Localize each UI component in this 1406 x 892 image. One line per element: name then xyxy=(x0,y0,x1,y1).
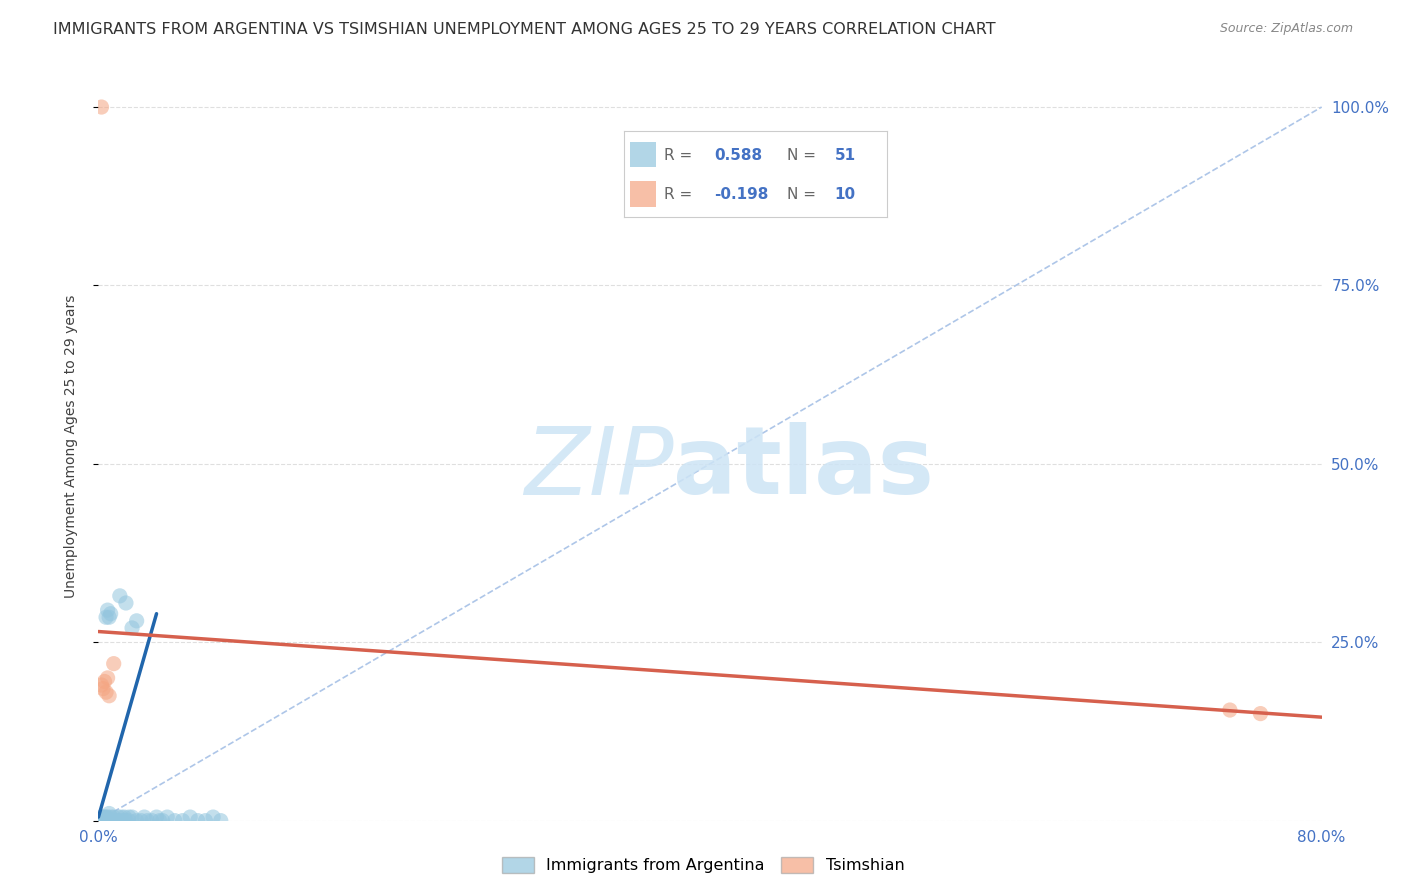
Point xyxy=(97,814,120,828)
Point xyxy=(129,814,152,828)
Point xyxy=(101,814,124,828)
Point xyxy=(125,814,148,828)
Point xyxy=(90,678,112,692)
Point xyxy=(93,810,115,824)
Point xyxy=(149,814,172,828)
Point xyxy=(1249,706,1271,721)
Point xyxy=(98,806,121,821)
Point xyxy=(93,674,115,689)
Point xyxy=(93,814,115,828)
Point xyxy=(121,621,143,635)
Point xyxy=(1219,703,1241,717)
Point xyxy=(121,810,143,824)
Point xyxy=(103,810,125,824)
Point xyxy=(100,607,122,621)
Point xyxy=(97,810,120,824)
Point xyxy=(107,810,129,824)
Point xyxy=(136,814,159,828)
Point xyxy=(105,814,128,828)
Point xyxy=(98,689,121,703)
Point xyxy=(94,685,117,699)
Point xyxy=(98,610,121,624)
Point xyxy=(90,810,112,824)
Point xyxy=(141,814,163,828)
Point xyxy=(172,814,194,828)
Point xyxy=(118,814,141,828)
Point xyxy=(115,814,138,828)
Point xyxy=(100,810,122,824)
Point xyxy=(97,603,120,617)
Point xyxy=(156,810,179,824)
Point xyxy=(194,814,217,828)
Point xyxy=(134,810,156,824)
Point xyxy=(103,814,125,828)
Point xyxy=(91,681,114,696)
Point xyxy=(209,814,232,828)
Point xyxy=(112,810,135,824)
Y-axis label: Unemployment Among Ages 25 to 29 years: Unemployment Among Ages 25 to 29 years xyxy=(63,294,77,598)
Point xyxy=(90,814,112,828)
Point xyxy=(179,810,201,824)
Text: Source: ZipAtlas.com: Source: ZipAtlas.com xyxy=(1219,22,1353,36)
Point xyxy=(97,671,120,685)
Point xyxy=(163,814,186,828)
Point xyxy=(202,810,225,824)
Point xyxy=(98,814,121,828)
Point xyxy=(91,814,114,828)
Text: atlas: atlas xyxy=(673,423,935,515)
Point xyxy=(91,810,114,824)
Point xyxy=(111,814,134,828)
Point xyxy=(115,596,138,610)
Point xyxy=(108,814,131,828)
Point xyxy=(90,100,112,114)
Point xyxy=(103,657,125,671)
Point xyxy=(118,810,141,824)
Point xyxy=(94,810,117,824)
Point xyxy=(94,814,117,828)
Text: ZIP: ZIP xyxy=(523,423,673,514)
Text: IMMIGRANTS FROM ARGENTINA VS TSIMSHIAN UNEMPLOYMENT AMONG AGES 25 TO 29 YEARS CO: IMMIGRANTS FROM ARGENTINA VS TSIMSHIAN U… xyxy=(53,22,995,37)
Legend: Immigrants from Argentina, Tsimshian: Immigrants from Argentina, Tsimshian xyxy=(495,850,911,880)
Point xyxy=(89,814,111,828)
Point xyxy=(152,814,174,828)
Point xyxy=(145,810,167,824)
Point xyxy=(94,610,117,624)
Point xyxy=(125,614,148,628)
Point xyxy=(108,589,131,603)
Point xyxy=(110,810,132,824)
Point xyxy=(187,814,209,828)
